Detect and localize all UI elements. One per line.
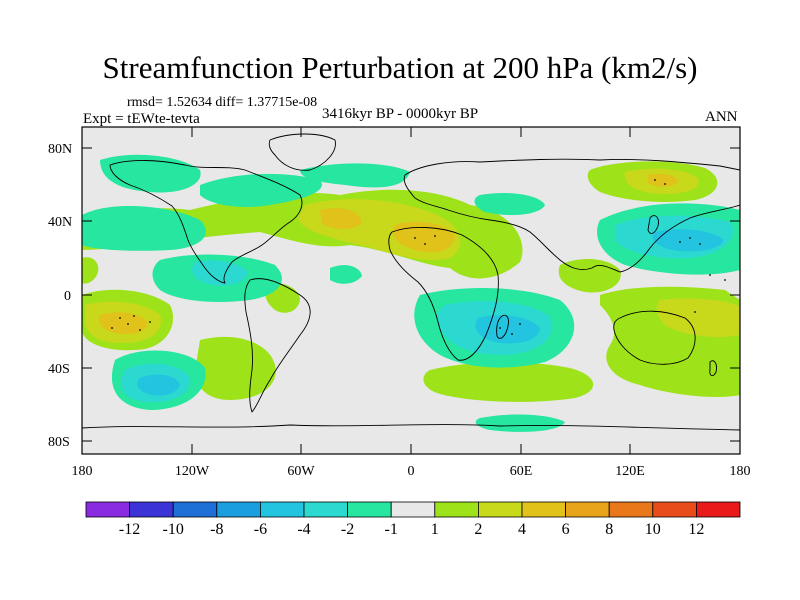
colorbar-label: 2: [474, 521, 482, 538]
period-label: 3416kyr BP - 0000kyr BP: [322, 106, 479, 122]
contour-positive-region: [558, 258, 621, 293]
lon-ticks: [81, 127, 741, 454]
colorbar-label: 1: [431, 521, 439, 538]
lon-label: 60W: [287, 464, 315, 479]
lon-label: 120E: [615, 464, 645, 479]
colorbar-swatch: [521, 501, 566, 518]
lon-label: 60E: [510, 464, 533, 479]
lat-ticks: [82, 147, 740, 442]
coastline-new-zealand: [709, 360, 717, 377]
lon-label: 180: [730, 464, 751, 479]
colorbar-swatch: [303, 501, 348, 518]
contour-negative-region: [475, 414, 565, 432]
coastline-japan: [647, 215, 659, 234]
contour-positive-region: [195, 336, 276, 400]
contour-positive-region: [82, 257, 99, 284]
lat-label: 80S: [48, 435, 70, 450]
colorbar-swatch: [477, 501, 523, 518]
contour-field: [82, 127, 740, 454]
colorbar-label: 12: [688, 521, 704, 538]
colorbar-label: 4: [518, 521, 526, 538]
coastline-africa: [388, 226, 499, 361]
contour-negative-region: [475, 315, 540, 344]
lon-label: 180: [72, 464, 93, 479]
contour-positive-region: [98, 312, 148, 335]
season-label: ANN: [705, 109, 738, 125]
colorbar-label: -4: [297, 521, 310, 538]
lon-label: 0: [408, 464, 415, 479]
colorbar-label: -12: [119, 521, 140, 538]
stats-text: rmsd= 1.52634 diff= 1.37715e-08: [127, 95, 318, 110]
colorbar-label: -1: [385, 521, 398, 538]
colorbar: [85, 501, 741, 518]
contour-negative-region: [474, 193, 545, 216]
contour-negative-region: [200, 173, 322, 207]
lat-label: 0: [64, 289, 71, 304]
colorbar-swatch: [434, 501, 479, 518]
colorbar-swatch: [172, 501, 218, 518]
contour-negative-region: [652, 229, 724, 252]
colorbar-swatch: [608, 501, 654, 518]
coastline-antarctica: [82, 424, 740, 431]
contour-positive-region: [392, 221, 455, 253]
coastline-north-america: [109, 160, 303, 284]
colorbar-swatch: [565, 501, 610, 518]
colorbar-label: 6: [562, 521, 570, 538]
contour-negative-region: [192, 260, 248, 286]
colorbar-swatch: [129, 501, 174, 518]
colorbar-swatch: [696, 501, 741, 518]
map-title: Streamfunction Perturbation at 200 hPa (…: [102, 50, 698, 85]
colorbar-label: 8: [605, 521, 613, 538]
contour-positive-region: [320, 208, 362, 229]
colorbar-swatch: [259, 501, 305, 518]
colorbar-swatch: [390, 501, 436, 518]
lat-label: 80N: [48, 142, 72, 157]
contour-negative-region: [137, 374, 180, 396]
colorbar-swatch: [652, 501, 697, 518]
colorbar-swatch: [216, 501, 261, 518]
contour-negative-region: [300, 163, 410, 188]
coastline-europe-asia: [403, 158, 740, 273]
colorbar-swatch: [347, 501, 392, 518]
lat-label: 40S: [48, 362, 70, 377]
coastlines: [82, 133, 740, 431]
coastline-madagascar: [496, 314, 509, 339]
coastline-south-america: [244, 278, 311, 413]
contour-positive-region: [648, 173, 678, 187]
colorbar-swatch: [85, 501, 130, 518]
colorbar-labels: -12 -10 -8 -6 -4 -2 -1 1 2 4 6 8 10 12: [119, 521, 704, 538]
colorbar-label: -10: [163, 521, 184, 538]
lon-label: 120W: [175, 464, 210, 479]
contour-positive-region: [423, 362, 594, 402]
coastline-australia: [613, 310, 696, 365]
lat-label: 40N: [48, 215, 72, 230]
colorbar-label: 10: [645, 521, 661, 538]
contour-negative-region: [330, 265, 362, 284]
contour-negative-region: [82, 205, 206, 251]
contour-positive-region: [656, 298, 740, 337]
coastline-greenland: [268, 133, 336, 171]
experiment-label: Expt = tEWte-tevta: [83, 111, 200, 127]
colorbar-label: -8: [210, 521, 223, 538]
colorbar-label: -6: [254, 521, 267, 538]
colorbar-label: -2: [341, 521, 354, 538]
